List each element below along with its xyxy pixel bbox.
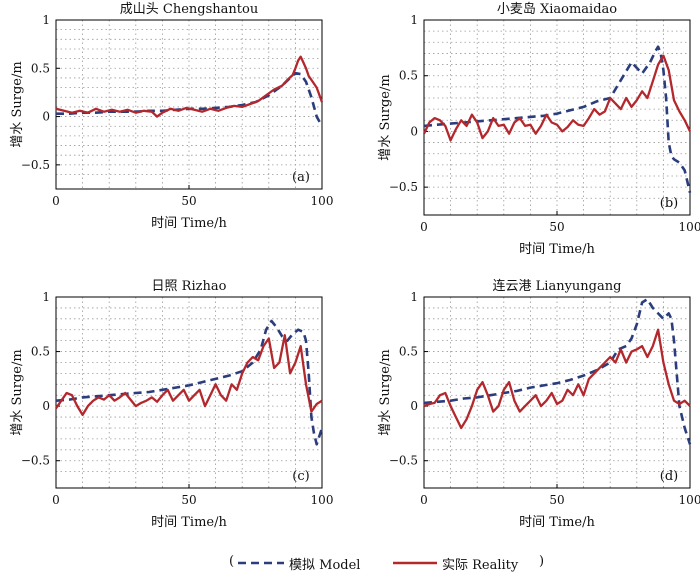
panel-title: 连云港 Lianyungang xyxy=(493,278,622,294)
y-axis-label: 增水 Surge/m xyxy=(378,349,393,435)
series-model-line xyxy=(56,71,324,127)
panel-c: 0 50 100 1 0.5 0 −0.5 日照 Rizhao 时间 Time/h 增水 Surg… xyxy=(10,279,333,530)
series-reality-line xyxy=(423,328,691,430)
panel-b: 0 50 100 1 0.5 0 −0.5 小麦岛 Xiaomaidao 时间 Time/h 增水… xyxy=(378,1,700,257)
y-tick-label: 0 xyxy=(410,124,418,138)
y-tick-label: 1 xyxy=(410,290,418,304)
y-axis-label: 增水 Surge/m xyxy=(10,61,25,147)
y-tick-label: 0 xyxy=(42,399,50,413)
y-axis-label: 增水 Surge/m xyxy=(378,74,393,160)
panel-d: 0 50 100 1 0.5 0 −0.5 连云港 Lianyungang 时间 Time/h 增… xyxy=(378,278,700,530)
panel-label: (a) xyxy=(292,170,310,185)
panel-label: (c) xyxy=(292,469,309,484)
x-tick-label: 0 xyxy=(52,194,60,208)
y-tick-label: 0.5 xyxy=(399,345,418,359)
x-tick-label: 100 xyxy=(311,493,334,507)
panel-title: 日照 Rizhao xyxy=(152,279,227,294)
x-tick-label: 100 xyxy=(311,194,334,208)
y-tick-label: −0.5 xyxy=(389,180,418,194)
y-tick-label: 1 xyxy=(410,13,418,27)
y-tick-label: −0.5 xyxy=(389,454,418,468)
x-axis-label: 时间 Time/h xyxy=(151,515,227,530)
legend-model-swatch xyxy=(238,561,284,565)
series-reality-line xyxy=(422,54,692,142)
x-tick-label: 0 xyxy=(420,220,428,234)
series-reality-line xyxy=(55,334,323,417)
x-tick-label: 100 xyxy=(679,493,700,507)
x-tick-label: 100 xyxy=(679,220,700,234)
y-axis-label: 增水 Surge/m xyxy=(10,349,25,435)
axes-frame xyxy=(423,19,691,216)
legend-reality-swatch xyxy=(393,561,437,565)
x-tick-label: 50 xyxy=(549,220,564,234)
legend-open-paren: ( xyxy=(229,554,235,569)
y-tick-label: 0.5 xyxy=(399,69,418,83)
x-tick-label: 50 xyxy=(549,493,564,507)
y-tick-label: −0.5 xyxy=(21,454,50,468)
y-tick-label: −0.5 xyxy=(21,158,50,172)
y-tick-label: 1 xyxy=(42,13,50,27)
legend-close-paren: ) xyxy=(539,554,545,569)
panel-label: (b) xyxy=(660,196,678,211)
y-tick-label: 0 xyxy=(410,399,418,413)
panel-title: 小麦岛 Xiaomaidao xyxy=(497,1,617,17)
x-tick-label: 0 xyxy=(52,493,60,507)
y-tick-label: 0.5 xyxy=(31,345,50,359)
series-model-line xyxy=(423,297,692,445)
x-axis-label: 时间 Time/h xyxy=(519,515,595,530)
x-tick-label: 50 xyxy=(181,194,196,208)
series-model-line xyxy=(423,45,692,194)
legend-reality-label: 实际 Reality xyxy=(442,558,519,573)
legend-model-label: 模拟 Model xyxy=(289,558,361,573)
x-tick-label: 50 xyxy=(181,493,196,507)
panel-a: 0 50 100 1 0.5 0 −0.5 成山头 Chengshantou 时间 Time/h… xyxy=(10,2,333,231)
y-tick-label: 1 xyxy=(42,290,50,304)
series-reality-line xyxy=(55,55,324,118)
x-axis-label: 时间 Time/h xyxy=(151,216,227,231)
x-axis-label: 时间 Time/h xyxy=(519,242,595,257)
y-tick-label: 0 xyxy=(42,110,50,124)
axes-frame xyxy=(55,19,323,190)
y-tick-label: 0.5 xyxy=(31,61,50,75)
panel-title: 成山头 Chengshantou xyxy=(120,2,258,17)
panel-label: (d) xyxy=(660,469,678,484)
x-tick-label: 0 xyxy=(420,493,428,507)
